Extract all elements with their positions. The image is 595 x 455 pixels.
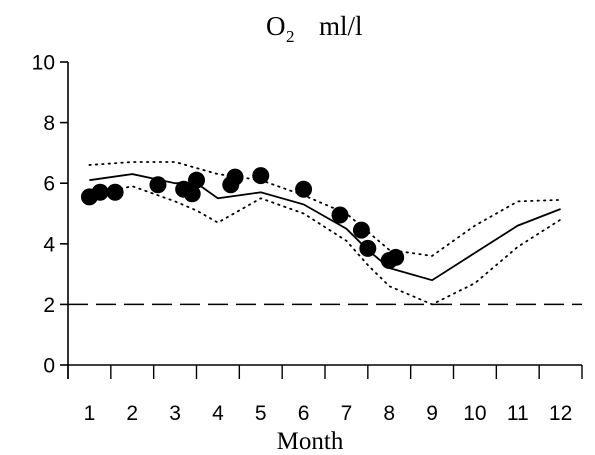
chart-title-subscript: 2 bbox=[286, 27, 295, 46]
x-tick-label-11: 11 bbox=[507, 402, 529, 425]
x-tick-label-1: 1 bbox=[84, 402, 96, 425]
x-tick-label-4: 4 bbox=[212, 402, 224, 425]
chart-title: O 2 ml/l bbox=[266, 11, 363, 46]
y-tick-label-8: 8 bbox=[43, 112, 55, 135]
y-tick-label-4: 4 bbox=[43, 233, 55, 256]
data-point-7 bbox=[188, 171, 205, 189]
data-point-9 bbox=[226, 168, 244, 186]
y-tick-label-2: 2 bbox=[43, 294, 55, 317]
x-tick-label-10: 10 bbox=[463, 402, 486, 425]
x-tick-label-7: 7 bbox=[341, 402, 353, 425]
data-point-13 bbox=[352, 221, 370, 239]
data-point-6 bbox=[183, 185, 201, 203]
y-tick-label-6: 6 bbox=[43, 173, 55, 196]
x-tick-label-2: 2 bbox=[126, 402, 138, 425]
data-point-11 bbox=[295, 180, 313, 198]
data-point-14 bbox=[359, 239, 377, 257]
data-point-12 bbox=[331, 206, 349, 224]
y-tick-label-10: 10 bbox=[32, 52, 55, 75]
x-tick-label-5: 5 bbox=[255, 402, 267, 425]
x-tick-label-9: 9 bbox=[426, 402, 438, 425]
data-point-4 bbox=[149, 176, 167, 194]
x-tick-label-3: 3 bbox=[169, 402, 181, 425]
x-tick-label-8: 8 bbox=[383, 402, 395, 425]
upper-bound-line bbox=[88, 161, 562, 257]
x-axis-title: Month bbox=[277, 428, 344, 455]
data-point-10 bbox=[252, 167, 270, 185]
x-tick-label-6: 6 bbox=[298, 402, 310, 425]
data-point-2 bbox=[91, 183, 109, 201]
x-tick-label-12: 12 bbox=[549, 402, 572, 425]
data-point-16 bbox=[387, 248, 405, 266]
chart-title-units: ml/l bbox=[319, 11, 363, 41]
series-layer bbox=[68, 161, 582, 306]
y-tick-label-0: 0 bbox=[43, 355, 55, 378]
lower-bound-line bbox=[88, 185, 562, 306]
chart-title-main: O bbox=[266, 11, 286, 41]
data-point-3 bbox=[106, 183, 124, 201]
